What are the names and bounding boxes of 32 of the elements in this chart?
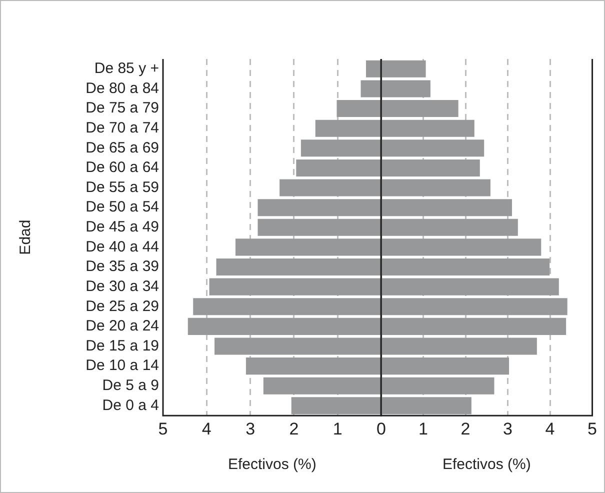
x-tick-label: 2	[461, 419, 471, 438]
x-tick-label: 4	[202, 419, 212, 438]
y-axis-title: Edad	[17, 220, 34, 255]
y-tick-label: De 85 y +	[94, 60, 160, 78]
x-tick-label: 3	[503, 419, 513, 438]
x-tick-label: 4	[546, 419, 556, 438]
x-tick-label: 0	[376, 419, 386, 438]
y-tick-label: De 70 a 74	[86, 119, 159, 136]
x-tick-label: 1	[418, 419, 428, 438]
x-tick-label: 5	[588, 419, 598, 438]
x-tick-label: 3	[246, 419, 256, 438]
y-tick-label: De 55 a 59	[86, 178, 159, 196]
y-tick-label: De 30 a 34	[86, 278, 159, 295]
y-tick-label: De 35 a 39	[86, 258, 159, 276]
x-tick-label: 1	[332, 419, 342, 438]
y-tick-label: De 80 a 84	[86, 80, 159, 97]
y-tick-label: De 25 a 29	[86, 298, 159, 315]
y-tick-label: De 50 a 54	[86, 198, 159, 216]
y-tick-label: De 20 a 24	[86, 318, 159, 335]
x-tick-label: 5	[158, 419, 168, 438]
x-tick-label: 2	[289, 419, 299, 438]
y-tick-label: De 75 a 79	[86, 100, 159, 117]
y-tick-label: De 15 a 19	[86, 337, 159, 354]
y-tick-label: De 40 a 44	[86, 238, 159, 256]
y-tick-label: De 0 a 4	[102, 396, 159, 414]
y-tick-label: De 5 a 9	[102, 377, 159, 394]
x-axis-title: Efectivos (%)	[228, 456, 316, 474]
y-tick-label: De 10 a 14	[86, 357, 159, 374]
y-tick-label: De 65 a 69	[86, 139, 159, 156]
y-tick-label: De 45 a 49	[86, 218, 159, 236]
x-axis-title: Efectivos (%)	[442, 456, 532, 474]
y-tick-label: De 60 a 64	[86, 159, 159, 176]
